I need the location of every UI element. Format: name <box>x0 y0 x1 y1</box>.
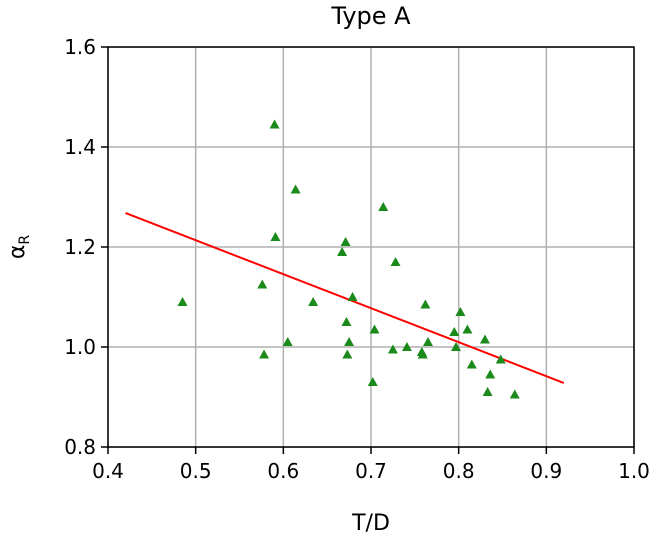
data-point <box>485 369 496 379</box>
data-point <box>369 324 380 334</box>
data-point <box>347 292 358 301</box>
chart-title: Type A <box>330 2 411 30</box>
x-axis: 0.4 0.5 0.6 0.7 0.8 0.9 1.0 <box>92 447 649 483</box>
data-point <box>417 349 428 359</box>
x-tick-label: 0.8 <box>443 459 475 483</box>
y-axis-title-subscript: R <box>17 235 33 245</box>
data-point <box>340 237 351 246</box>
data-point <box>387 344 398 354</box>
data-point <box>378 202 389 211</box>
x-tick-label: 0.7 <box>355 459 387 483</box>
x-tick-label: 0.4 <box>92 459 124 483</box>
data-point <box>259 349 270 359</box>
data-point <box>337 247 348 256</box>
data-point <box>269 119 280 129</box>
y-tick-label: 0.8 <box>64 435 96 459</box>
y-tick-label: 1.0 <box>64 335 96 359</box>
data-point <box>422 337 433 346</box>
data-point <box>420 299 431 309</box>
x-tick-label: 0.9 <box>530 459 562 483</box>
data-point <box>449 327 460 336</box>
grid <box>107 46 635 448</box>
data-point <box>509 389 520 399</box>
data-point <box>495 354 506 364</box>
data-point <box>462 324 473 334</box>
data-point <box>401 342 412 351</box>
y-tick-label: 1.6 <box>64 35 96 59</box>
data-point <box>390 257 401 266</box>
fit-line <box>125 212 565 384</box>
x-axis-title: T/D <box>351 511 390 536</box>
data-point <box>177 297 188 306</box>
y-axis: 0.8 1.0 1.2 1.4 1.6 <box>64 35 108 459</box>
fit-line-layer <box>125 212 565 384</box>
y-axis-title: αR <box>5 235 33 260</box>
data-point <box>290 184 301 194</box>
data-point <box>341 317 352 326</box>
y-axis-title-symbol: α <box>5 245 30 260</box>
data-point <box>270 232 281 241</box>
data-point <box>466 359 477 369</box>
data-point <box>455 307 466 316</box>
x-tick-label: 1.0 <box>618 459 649 483</box>
data-point <box>367 377 378 386</box>
data-point <box>482 387 493 396</box>
x-tick-label: 0.6 <box>267 459 299 483</box>
y-tick-label: 1.4 <box>64 135 96 159</box>
x-tick-label: 0.5 <box>180 459 212 483</box>
points-layer <box>177 119 520 399</box>
data-point <box>282 337 293 346</box>
data-point <box>479 334 490 344</box>
y-tick-label: 1.2 <box>64 235 96 259</box>
data-point <box>342 349 353 359</box>
data-point <box>344 337 355 346</box>
data-point <box>308 297 319 306</box>
data-point <box>451 342 462 351</box>
data-point <box>257 279 268 289</box>
